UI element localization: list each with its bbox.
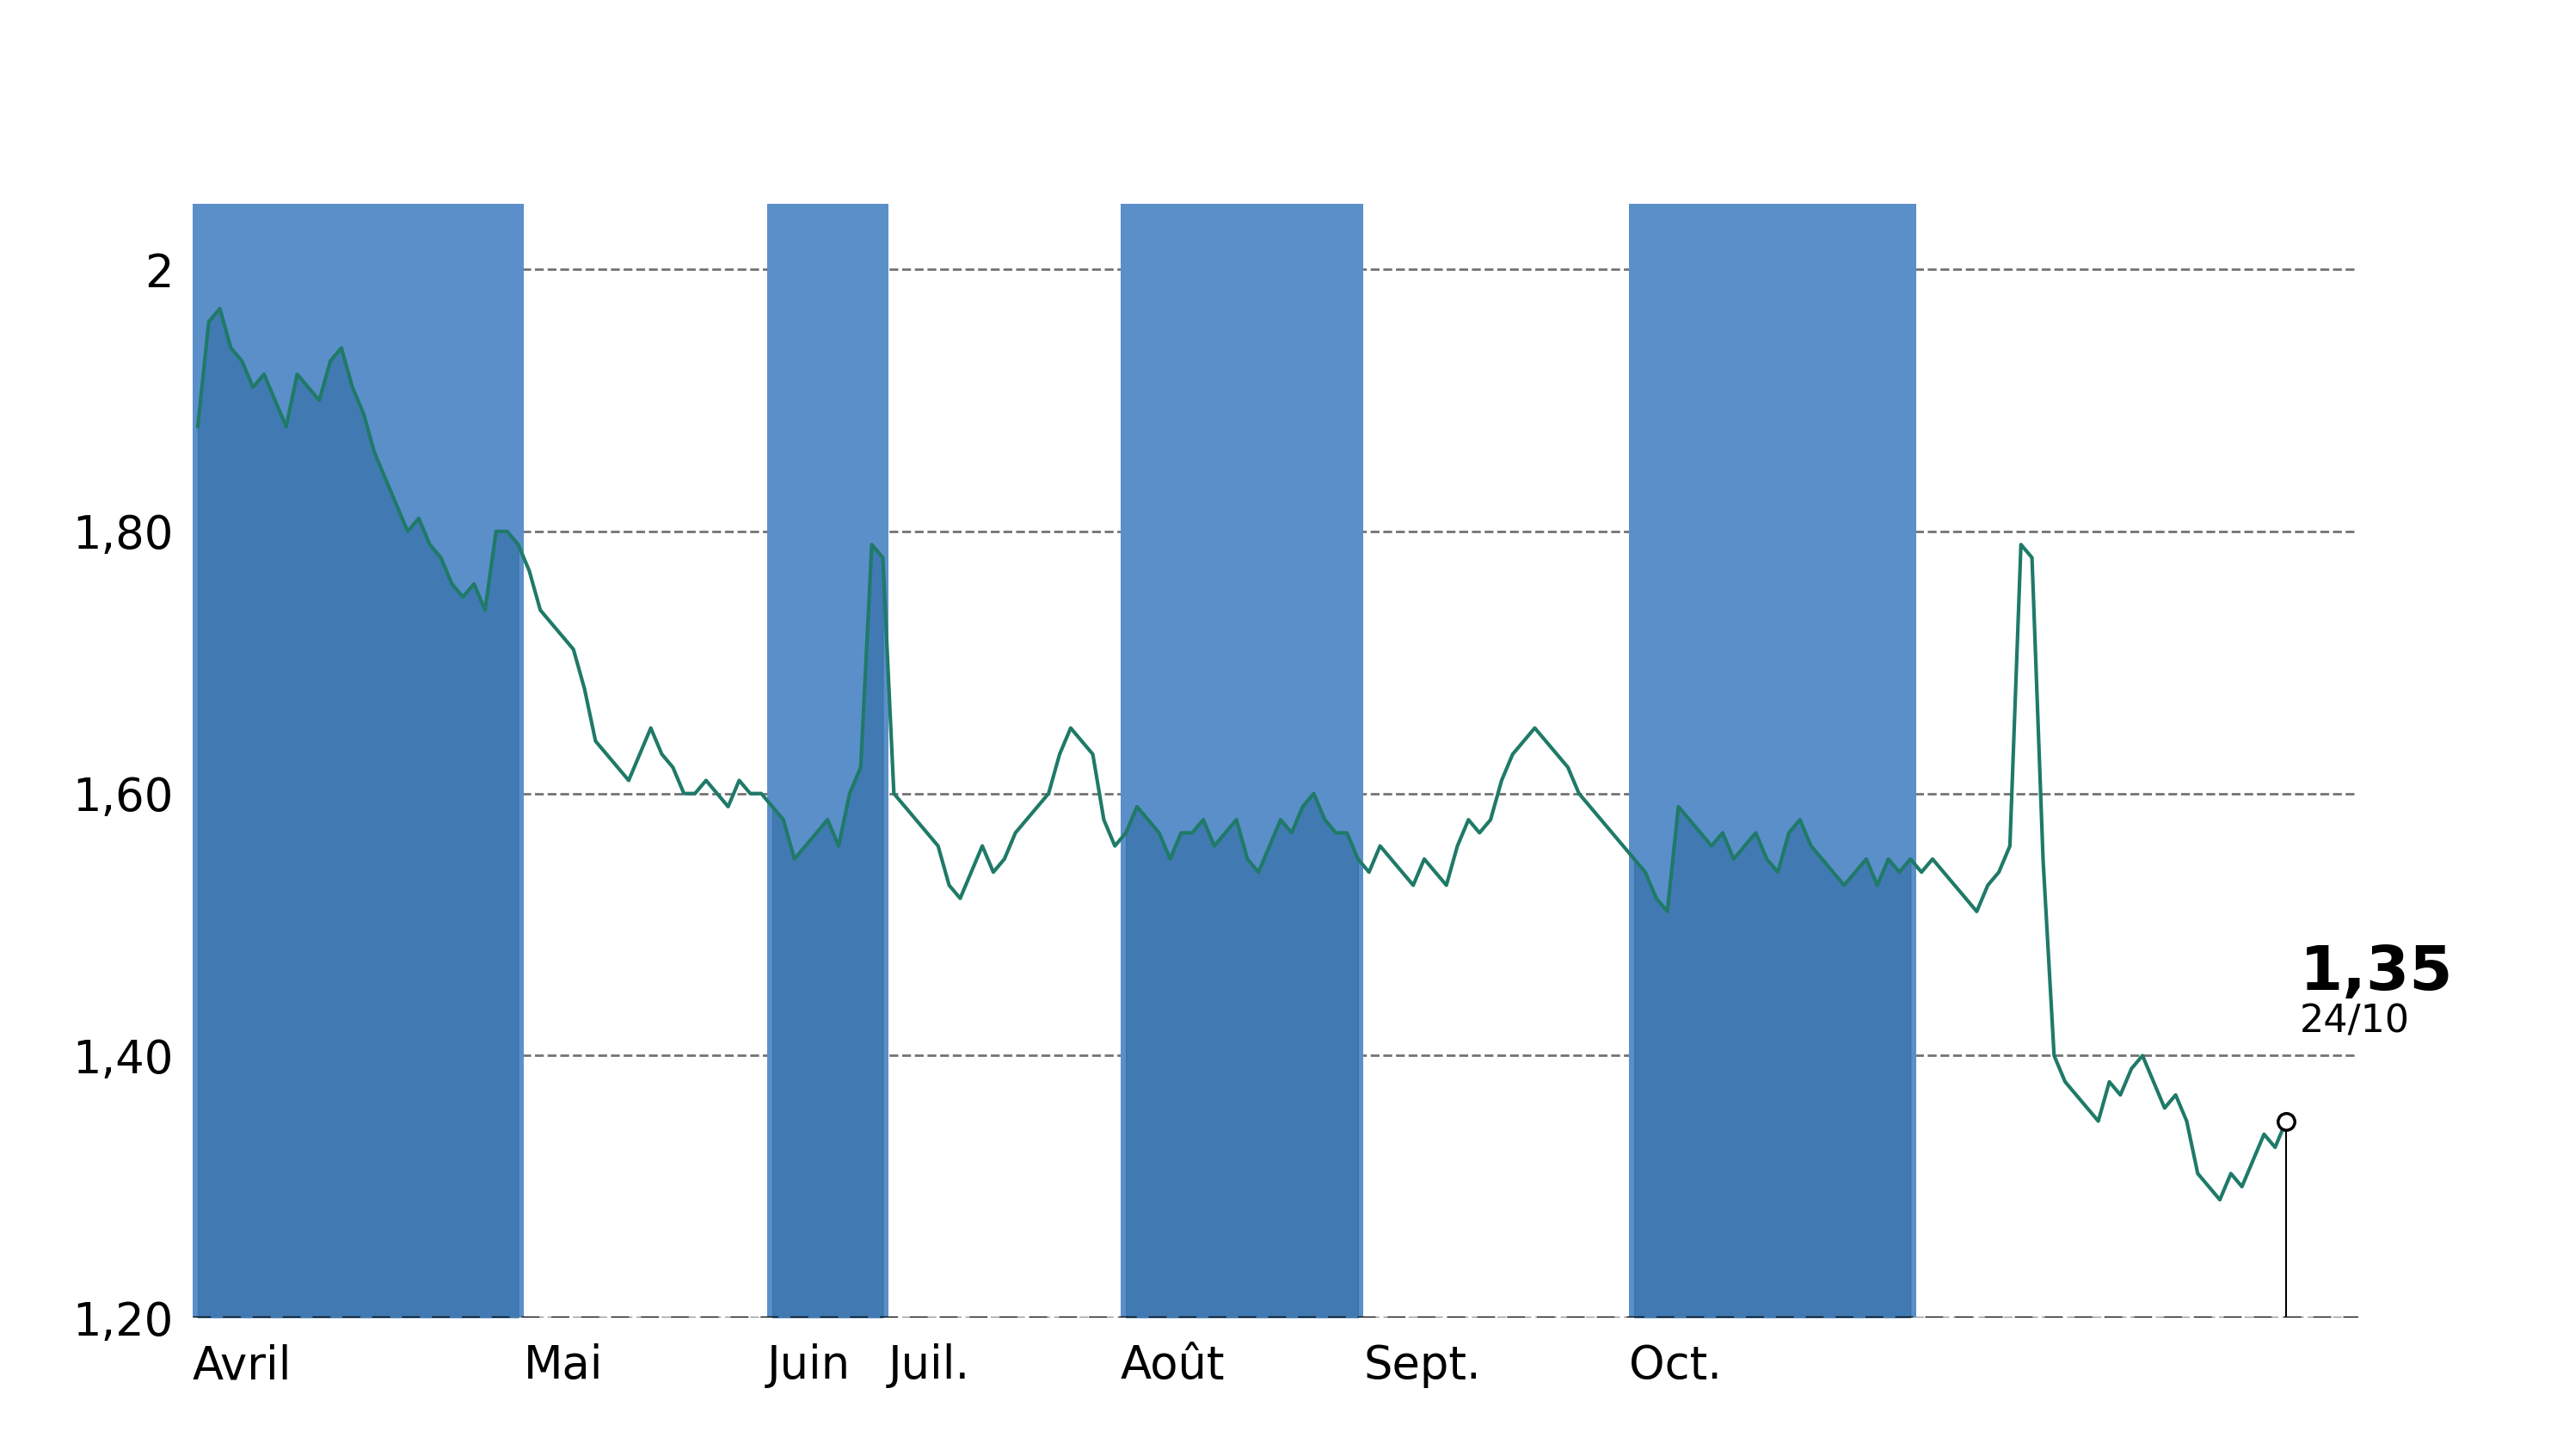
Text: 24/10: 24/10 — [2299, 1003, 2409, 1040]
Bar — [1628, 204, 1917, 1318]
Text: Network-1 Technologies, Inc.: Network-1 Technologies, Inc. — [579, 42, 1984, 125]
Bar — [766, 204, 889, 1318]
Bar — [1120, 204, 1364, 1318]
Bar — [192, 204, 523, 1318]
Text: 1,35: 1,35 — [2299, 943, 2453, 1003]
